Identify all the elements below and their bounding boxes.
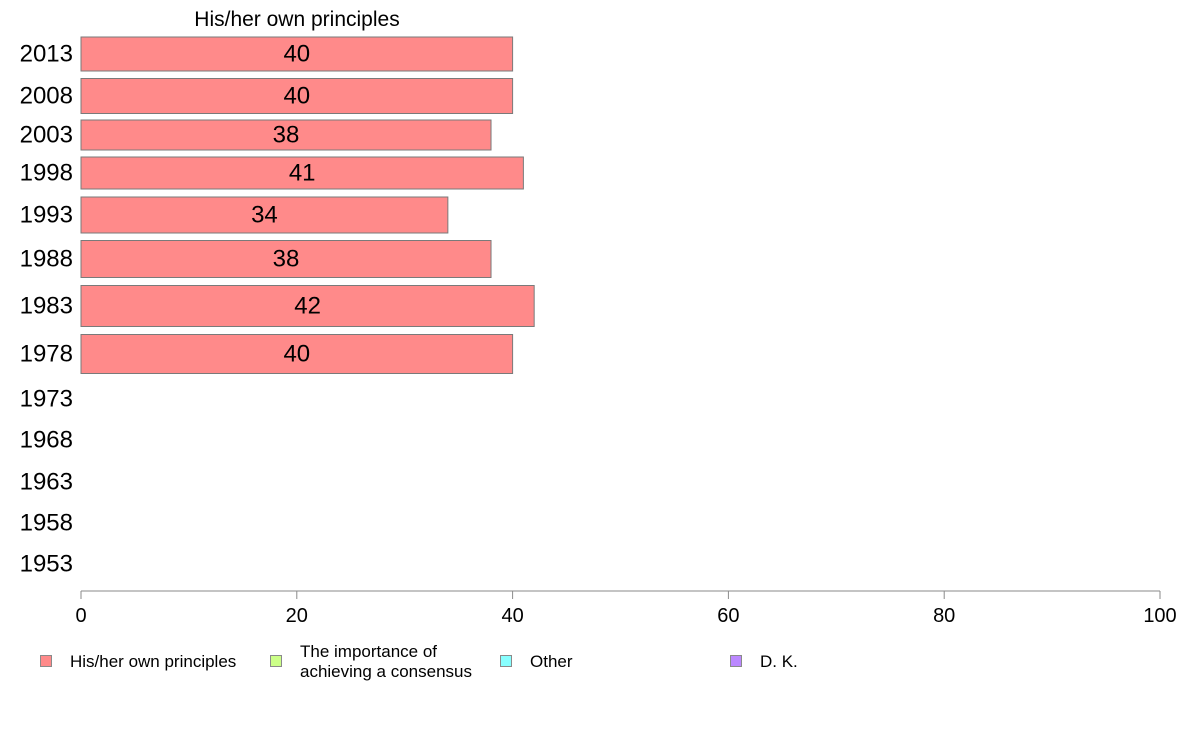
chart-title: His/her own principles <box>194 8 399 31</box>
bar-1983 <box>80 285 535 327</box>
legend-item-dk: D. K. <box>730 640 930 686</box>
bar-2013 <box>80 36 514 72</box>
bar-label-2013: 40 <box>283 41 310 68</box>
legend-label-principles: His/her own principles <box>70 652 237 671</box>
y-axis-labels: 2013 2008 2003 1998 1993 1988 1983 1978 1973 1968… <box>20 41 73 578</box>
y-label-1968: 1968 <box>20 427 73 454</box>
y-label-1978: 1978 <box>20 341 73 368</box>
legend-swatch-dk <box>730 655 742 667</box>
bar-1988 <box>80 240 492 278</box>
x-tick-label-80: 80 <box>933 605 955 627</box>
bar-label-1978: 40 <box>283 341 310 368</box>
x-tick-label-60: 60 <box>717 605 739 627</box>
y-label-2003: 2003 <box>20 122 73 149</box>
x-tick-label-0: 0 <box>75 605 86 627</box>
bar-label-1993: 34 <box>251 202 278 229</box>
bar-label-1998: 41 <box>289 160 316 187</box>
legend-label-dk: D. K. <box>760 652 798 671</box>
x-axis: 0 20 40 60 80 100 <box>75 590 1177 627</box>
y-label-1958: 1958 <box>20 510 73 537</box>
bar-2008 <box>80 78 514 114</box>
y-label-2013: 2013 <box>20 41 73 68</box>
bar-1998 <box>80 156 524 190</box>
bar-label-2003: 38 <box>273 122 300 149</box>
y-label-1953: 1953 <box>20 551 73 578</box>
legend-item-principles: His/her own principles <box>40 640 270 686</box>
legend-item-consensus: The importance of achieving a consensus <box>270 640 500 686</box>
y-label-1983: 1983 <box>20 293 73 320</box>
y-label-1973: 1973 <box>20 386 73 413</box>
x-tick-label-100: 100 <box>1143 605 1176 627</box>
legend-swatch-other <box>500 655 512 667</box>
legend-item-other: Other <box>500 640 700 686</box>
x-tick-label-40: 40 <box>501 605 523 627</box>
y-label-1993: 1993 <box>20 202 73 229</box>
y-label-2008: 2008 <box>20 83 73 110</box>
bar-label-1988: 38 <box>273 246 300 273</box>
x-tick-label-20: 20 <box>286 605 308 627</box>
legend-label-consensus: The importance of achieving a consensus <box>300 642 473 681</box>
legend-swatch-consensus <box>270 655 282 667</box>
legend: His/her own principles The importance of… <box>0 640 1188 690</box>
bar-label-1983: 42 <box>294 293 321 320</box>
bar-labels-layer: 40 40 38 41 34 38 42 40 <box>251 41 321 368</box>
y-label-1998: 1998 <box>20 160 73 187</box>
legend-swatch-principles <box>40 655 52 667</box>
bar-1978 <box>80 334 514 374</box>
bar-label-2008: 40 <box>283 83 310 110</box>
bars-layer <box>80 36 535 374</box>
legend-label-other: Other <box>530 652 573 671</box>
y-label-1988: 1988 <box>20 246 73 273</box>
bar-1993 <box>80 196 449 234</box>
bar-2003 <box>80 119 492 151</box>
y-label-1963: 1963 <box>20 469 73 496</box>
